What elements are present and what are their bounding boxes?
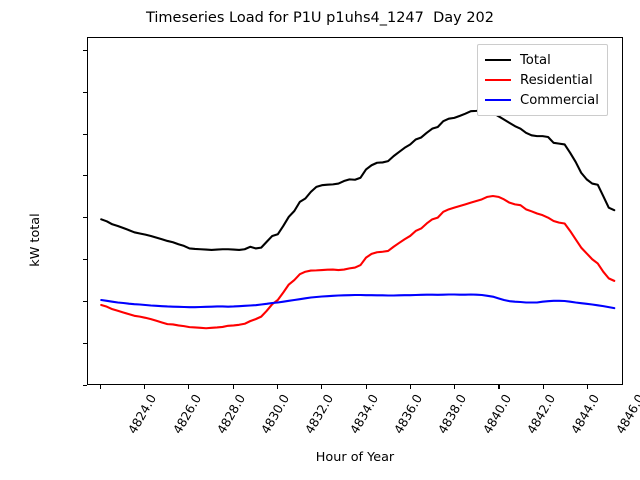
legend-swatch-commercial	[485, 99, 511, 101]
plot-lines	[100, 109, 616, 330]
x-tick-label: 4842.0	[524, 392, 559, 437]
x-tick-mark	[409, 385, 411, 389]
y-tick-mark	[83, 217, 87, 219]
x-tick-mark	[365, 385, 367, 389]
x-axis-label: Hour of Year	[315, 450, 395, 465]
legend-item-residential[interactable]: Residential	[485, 70, 599, 90]
x-tick-label: 4834.0	[347, 392, 381, 437]
y-tick-mark	[83, 384, 87, 386]
series-line-residential	[100, 194, 616, 330]
y-tick-mark	[83, 342, 87, 344]
x-tick-label: 4838.0	[435, 392, 470, 437]
legend: Total Residential Commercial	[477, 44, 608, 116]
y-tick-mark	[83, 300, 87, 302]
legend-label: Total	[520, 52, 551, 68]
y-tick-mark	[83, 175, 87, 177]
legend-swatch-residential	[485, 79, 511, 81]
y-tick-mark	[83, 259, 87, 261]
x-tick-mark	[321, 385, 323, 389]
x-tick-label: 4830.0	[258, 392, 293, 437]
x-tick-mark	[498, 385, 500, 389]
legend-swatch-total	[485, 59, 511, 61]
legend-label: Commercial	[520, 92, 599, 108]
x-tick-mark	[276, 385, 279, 389]
x-tick-label: 4826.0	[170, 392, 204, 437]
chart-title: Timeseries Load for P1U p1uhs4_1247 Day …	[145, 10, 495, 26]
x-tick-label: 4840.0	[480, 392, 514, 437]
plot-area	[87, 37, 623, 385]
y-tick-mark	[83, 49, 87, 51]
x-tick-label: 4836.0	[391, 392, 426, 437]
x-tick-mark	[454, 385, 456, 389]
x-tick-label: 4844.0	[568, 392, 603, 437]
x-tick-mark	[188, 385, 190, 389]
legend-item-total[interactable]: Total	[485, 50, 599, 70]
x-tick-mark	[99, 385, 101, 389]
x-tick-mark	[587, 385, 589, 389]
x-tick-label: 4846.0	[613, 392, 640, 437]
y-axis-label: kW total	[28, 213, 44, 267]
y-tick-mark	[83, 133, 87, 135]
legend-item-commercial[interactable]: Commercial	[485, 90, 599, 110]
x-tick-label: 4828.0	[214, 392, 249, 437]
x-tick-mark	[232, 385, 234, 389]
x-tick-mark	[542, 385, 544, 389]
legend-label: Residential	[520, 72, 593, 88]
series-line-total	[100, 109, 616, 251]
x-tick-mark	[144, 385, 146, 389]
x-tick-label: 4832.0	[302, 392, 337, 437]
y-tick-mark	[83, 91, 87, 93]
series-line-commercial	[100, 293, 616, 310]
x-tick-label: 4824.0	[125, 392, 160, 437]
